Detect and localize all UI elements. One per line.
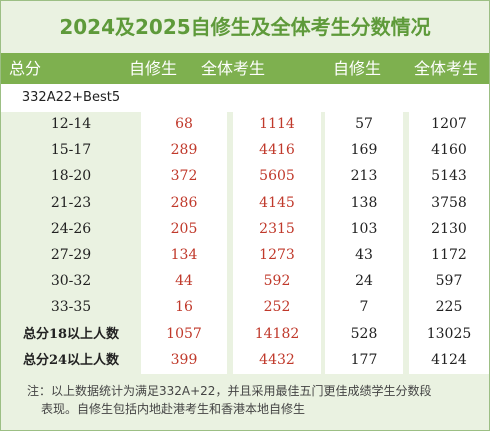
all-2025-value: 5605 (259, 168, 295, 184)
all-2024-value: 4160 (431, 142, 467, 158)
self-2025-value: 68 (175, 116, 193, 132)
self-2024-value: 177 (350, 352, 378, 368)
total-label: 总分24以上人数 (22, 353, 120, 368)
self-2024-value: 169 (350, 142, 378, 158)
score-range: 24-26 (50, 221, 92, 237)
column-gap (227, 112, 233, 374)
all-2025-value: 1273 (259, 247, 295, 263)
all-2024-value: 4124 (431, 352, 467, 368)
all-2024-value: 1207 (431, 116, 467, 132)
table-row: 27-29 134 1273 43 1172 (1, 244, 489, 267)
table-row: 24-26 205 2315 103 2130 (1, 218, 489, 241)
self-2024-value: 7 (359, 299, 369, 315)
self-2024-value: 24 (355, 273, 373, 289)
column-bg-all-2025 (233, 84, 321, 374)
footnote-line-2: 表现。自修生包括内地赴港考生和香港本地自修生 (41, 402, 306, 416)
self-2024-value: 528 (350, 326, 378, 342)
table-title: 2024及2025自修生及全体考生分数情况 (59, 15, 431, 39)
self-2025-value: 1057 (166, 326, 202, 342)
column-bg-self-2024 (321, 84, 409, 374)
all-2024-value: 225 (435, 299, 463, 315)
all-2025-value: 4432 (259, 352, 295, 368)
all-2025-value: 252 (263, 299, 291, 315)
all-2025-value: 1114 (259, 116, 295, 132)
column-header-row: 总分 自修生 全体考生 自修生 全体考生 (1, 53, 489, 84)
header-score: 总分 (9, 59, 42, 78)
self-2025-value: 205 (170, 221, 198, 237)
header-self-2024: 自修生 (332, 59, 381, 78)
score-range: 27-29 (50, 247, 92, 263)
column-gap (403, 112, 409, 374)
header-self-2025: 自修生 (128, 59, 177, 78)
self-2024-value: 138 (350, 195, 378, 211)
total-row: 总分24以上人数 399 4432 177 4124 (1, 349, 489, 372)
all-2024-value: 13025 (426, 326, 472, 342)
table-row: 18-20 372 5605 213 5143 (1, 165, 489, 188)
column-bg-self-2025 (141, 84, 233, 374)
header-all-2024: 全体考生 (413, 59, 478, 78)
all-2025-value: 4416 (259, 142, 295, 158)
score-range: 21-23 (50, 195, 92, 211)
all-2025-value: 2315 (259, 221, 295, 237)
self-2025-value: 372 (170, 168, 198, 184)
footnote-line-1: 注：以上数据统计为满足332A+22，并且采用最佳五门更佳成绩学生分数段 (27, 384, 432, 398)
self-2025-value: 289 (170, 142, 198, 158)
score-range: 12-14 (50, 116, 92, 132)
self-2025-value: 399 (170, 352, 198, 368)
table-row: 21-23 286 4145 138 3758 (1, 192, 489, 215)
all-2025-value: 14182 (254, 326, 300, 342)
self-2024-value: 103 (350, 221, 378, 237)
all-2024-value: 2130 (431, 221, 467, 237)
total-label: 总分18以上人数 (22, 327, 120, 342)
score-range: 18-20 (50, 168, 92, 184)
column-gap (321, 112, 325, 374)
self-2025-value: 286 (170, 195, 198, 211)
all-2025-value: 592 (263, 273, 291, 289)
all-2024-value: 3758 (431, 195, 467, 211)
total-row: 总分18以上人数 1057 14182 528 13025 (1, 323, 489, 346)
score-range: 33-35 (50, 299, 92, 315)
score-range: 15-17 (50, 142, 92, 158)
score-range: 30-32 (50, 273, 92, 289)
all-2024-value: 5143 (431, 168, 467, 184)
all-2025-value: 4145 (259, 195, 295, 211)
table-row: 15-17 289 4416 169 4160 (1, 139, 489, 162)
self-2025-value: 44 (175, 273, 193, 289)
footnote: 注：以上数据统计为满足332A+22，并且采用最佳五门更佳成绩学生分数段 表现。… (1, 374, 489, 430)
all-2024-value: 1172 (431, 247, 467, 263)
header-all-2025: 全体考生 (200, 59, 265, 78)
column-bg-all-2024 (409, 84, 489, 374)
all-2024-value: 597 (435, 273, 463, 289)
self-2024-value: 43 (355, 247, 373, 263)
table-row: 33-35 16 252 7 225 (1, 296, 489, 319)
table-row: 30-32 44 592 24 597 (1, 270, 489, 293)
self-2025-value: 134 (170, 247, 198, 263)
table-row: 12-14 68 1114 57 1207 (1, 113, 489, 136)
criteria-label: 332A22+Best5 (21, 90, 121, 105)
self-2025-value: 16 (175, 299, 193, 315)
self-2024-value: 213 (350, 168, 378, 184)
self-2024-value: 57 (355, 116, 373, 132)
